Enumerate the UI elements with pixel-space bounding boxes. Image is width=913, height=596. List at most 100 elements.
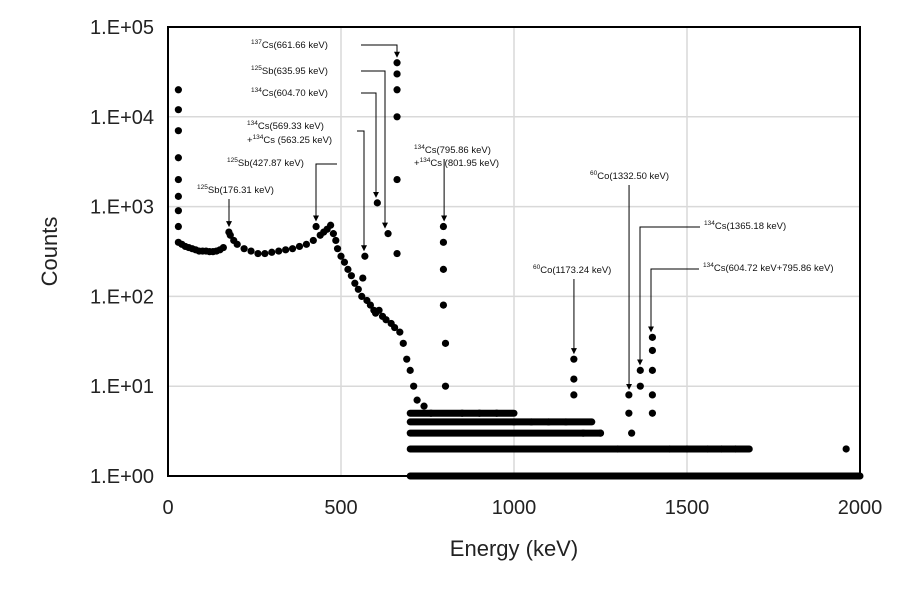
data-point (282, 246, 290, 254)
annotation-prefix: + (247, 135, 253, 146)
data-point (354, 285, 362, 293)
data-point (562, 418, 570, 426)
data-point (382, 316, 390, 324)
data-point (288, 245, 297, 253)
data-point (396, 328, 404, 336)
x-tick-label: 0 (162, 497, 173, 519)
annotation-isotope-mass: 125 (251, 65, 262, 72)
annotation-isotope-mass: 137 (251, 39, 262, 46)
data-point (393, 175, 401, 184)
data-point (295, 242, 304, 251)
annotation-isotope-mass: 125 (197, 184, 208, 191)
annotation-text: Co(1173.24 keV) (540, 265, 611, 276)
annotation-isotope-mass: 134 (703, 262, 714, 269)
annotation-arrow (361, 44, 400, 58)
dense-count-bands (406, 409, 864, 480)
data-point (570, 391, 578, 399)
data-point (174, 207, 182, 215)
annotation-text: Sb(427.87 keV) (238, 158, 304, 169)
data-point (384, 230, 392, 238)
data-point (361, 252, 369, 260)
x-axis-title: Energy (keV) (450, 536, 578, 561)
data-point (174, 106, 182, 114)
annotation-isotope-mass: 134 (704, 220, 715, 227)
data-point (393, 249, 401, 258)
annotation-label: 125Sb(176.31 keV) (197, 184, 274, 196)
peak-annotation: 125Sb(176.31 keV) (197, 184, 274, 228)
annotation-label-2: +134Cs (563.25 keV) (247, 134, 332, 146)
data-point (413, 396, 421, 404)
data-point (399, 339, 407, 347)
annotation-text: Cs(604.70 keV) (262, 88, 328, 99)
annotation-text: Cs(604.72 keV+795.86 keV) (714, 263, 834, 274)
annotation-label-2: +134Cs (801.95 keV) (414, 157, 499, 169)
annotation-arrow (361, 70, 388, 229)
annotation-text: Cs(661.66 keV) (262, 40, 328, 51)
data-point (373, 199, 381, 207)
annotation-arrow (313, 163, 337, 222)
data-point (427, 409, 435, 417)
data-point (393, 70, 401, 78)
data-point (327, 221, 335, 229)
data-point (247, 247, 255, 255)
annotation-label: 134Cs(569.33 keV) (247, 120, 324, 132)
annotation-isotope-mass: 60 (590, 170, 598, 177)
data-point (441, 382, 450, 390)
annotation-label: 60Co(1173.24 keV) (533, 264, 611, 276)
data-point (636, 366, 644, 374)
data-point (439, 301, 448, 309)
data-point (510, 418, 518, 426)
data-point (174, 127, 182, 135)
data-point (636, 382, 644, 390)
data-point (596, 429, 605, 437)
peak-annotation: 134Cs(1365.18 keV) (637, 220, 786, 366)
x-tick-label: 1000 (492, 497, 537, 519)
data-point (718, 445, 726, 453)
data-point (309, 236, 317, 245)
peak-annotation: 134Cs(604.72 keV+795.86 keV) (648, 262, 834, 333)
annotation-label: 134Cs(604.70 keV) (251, 87, 328, 99)
data-point (351, 279, 359, 287)
data-point (391, 323, 399, 332)
data-point (254, 249, 262, 258)
data-point (344, 265, 352, 273)
data-point (666, 445, 674, 453)
peak-annotation: 60Co(1332.50 keV) (590, 170, 669, 390)
annotation-isotope-mass: 134 (251, 87, 262, 94)
data-point (261, 249, 269, 258)
data-point (312, 222, 320, 231)
y-tick-label: 1.E+05 (90, 17, 154, 39)
data-point (625, 391, 633, 399)
data-point (441, 339, 450, 347)
data-point (275, 247, 283, 255)
peak-annotation: 134Cs(604.70 keV) (251, 87, 379, 198)
annotation-text: Sb(635.95 keV) (262, 66, 328, 77)
data-point (493, 409, 501, 417)
data-point (340, 258, 349, 266)
data-point (545, 418, 553, 426)
data-point (403, 355, 411, 363)
annotation-isotope-mass: 134 (253, 134, 264, 141)
data-point (174, 154, 182, 162)
data-point (240, 245, 248, 253)
peak-annotation: 125Sb(635.95 keV) (251, 65, 388, 229)
data-point (648, 346, 657, 355)
data-point (359, 274, 367, 282)
annotation-label: 137Cs(661.66 keV) (251, 39, 328, 51)
data-point (648, 409, 657, 417)
data-point (614, 445, 622, 453)
data-point (347, 272, 355, 280)
x-tick-label: 500 (324, 497, 357, 519)
peak-annotation: 134Cs(795.86 keV)+134Cs (801.95 keV) (414, 144, 499, 222)
data-point (174, 175, 182, 184)
peak-annotation: 125Sb(427.87 keV) (227, 157, 337, 222)
data-point (233, 240, 241, 248)
data-point (648, 333, 657, 341)
annotation-label: 125Sb(635.95 keV) (251, 65, 328, 77)
data-point (393, 59, 401, 67)
annotation-label: 125Sb(427.87 keV) (227, 157, 304, 169)
data-point (579, 429, 587, 437)
data-point (268, 248, 276, 256)
data-point (570, 375, 578, 383)
data-point (648, 391, 657, 399)
